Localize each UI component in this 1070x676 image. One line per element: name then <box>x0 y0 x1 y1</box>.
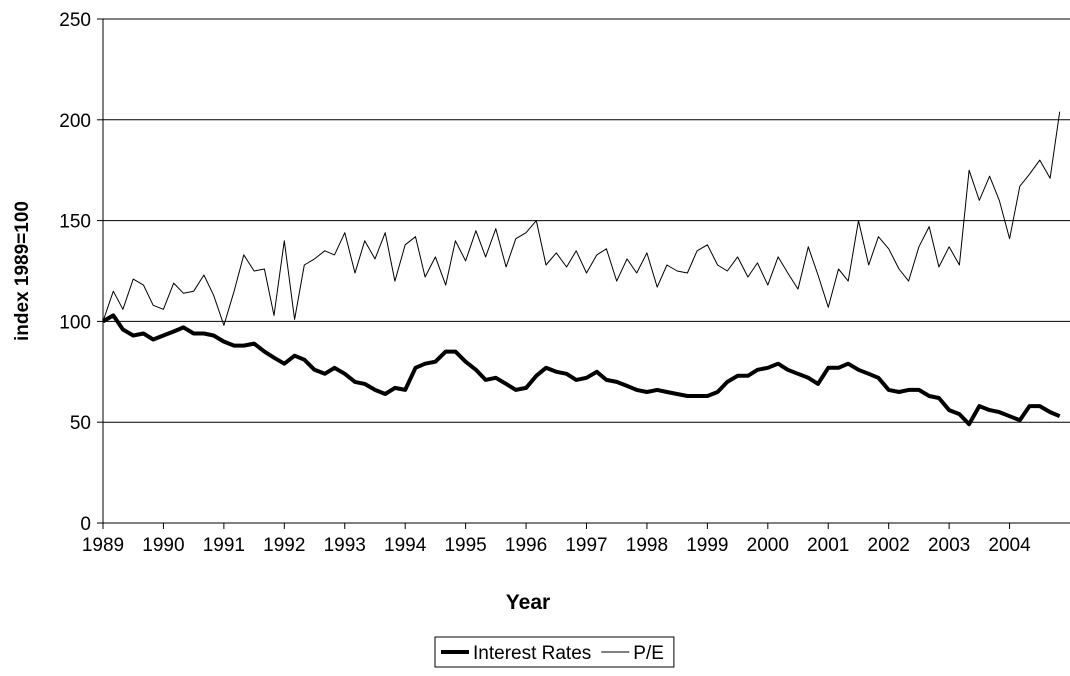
x-tick-label: 2003 <box>928 535 970 556</box>
y-tick-label: 200 <box>59 111 91 132</box>
x-tick-label: 1999 <box>686 535 728 556</box>
x-tick-label: 1996 <box>505 535 547 556</box>
legend-box <box>434 636 675 668</box>
y-tick-label: 0 <box>80 514 91 535</box>
x-tick-label: 1989 <box>82 535 124 556</box>
legend-label: Interest Rates <box>473 643 591 664</box>
x-tick-label: 1998 <box>626 535 668 556</box>
x-tick-label: 1991 <box>203 535 245 556</box>
x-tick-label: 2002 <box>868 535 910 556</box>
x-tick-label: 2001 <box>807 535 849 556</box>
series-line <box>101 313 1061 427</box>
y-tick-label: 250 <box>59 10 91 31</box>
y-tick-label: 50 <box>70 413 91 434</box>
x-tick-label: 1994 <box>384 535 427 556</box>
x-tick-label: 2000 <box>747 535 789 556</box>
y-tick-label: 150 <box>59 212 91 233</box>
x-axis-label: Year <box>506 591 550 614</box>
x-tick-label: 1992 <box>263 535 305 556</box>
x-tick-label: 1997 <box>565 535 607 556</box>
y-axis-label: index 1989=100 <box>12 201 33 341</box>
series-line <box>102 111 1061 326</box>
x-tick-label: 1995 <box>444 535 486 556</box>
x-tick-label: 1993 <box>324 535 366 556</box>
x-tick-label: 1990 <box>142 535 184 556</box>
x-tick-label: 2004 <box>988 535 1031 556</box>
legend-label: P/E <box>633 643 664 664</box>
y-tick-label: 100 <box>59 312 91 333</box>
